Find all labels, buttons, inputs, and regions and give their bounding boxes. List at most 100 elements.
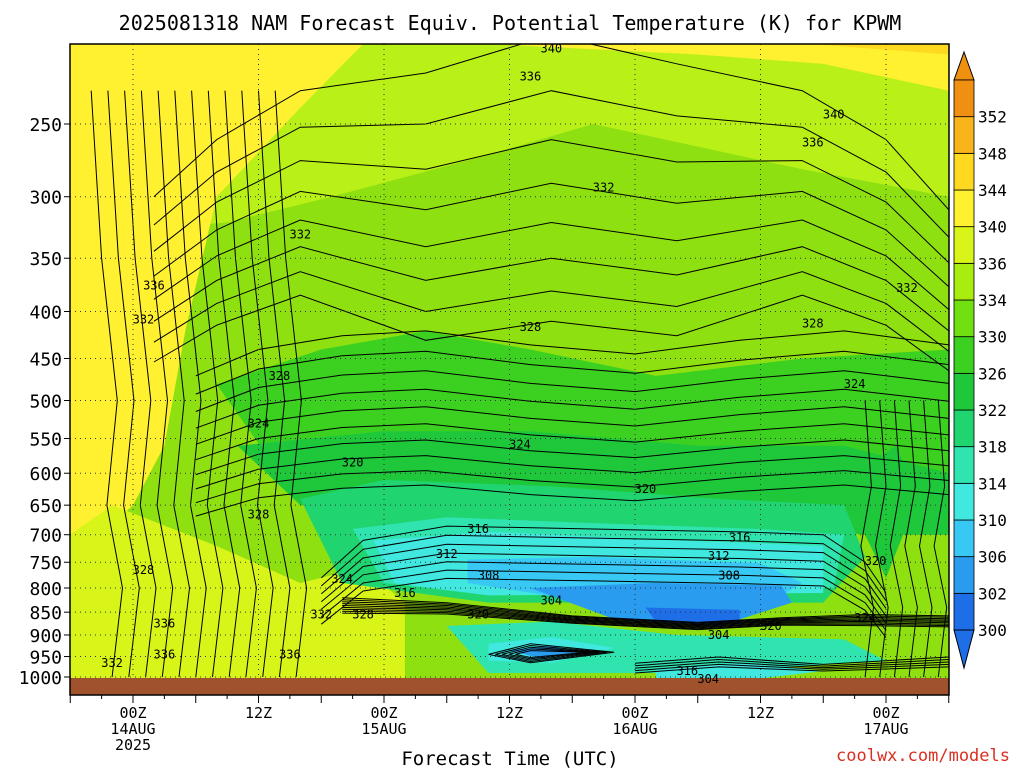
contour-line: [124, 90, 157, 678]
contour-line: [90, 90, 124, 678]
colorbar-label: 330: [978, 328, 1007, 347]
colorbar-swatch: [953, 152, 975, 191]
contour-label: 332: [133, 312, 155, 326]
contour-label: 328: [133, 563, 155, 577]
contour-line: [320, 534, 887, 601]
colorbar-label: 302: [978, 584, 1007, 603]
contour-line: [933, 400, 948, 678]
y-tick-label: 350: [29, 249, 62, 270]
colorbar-swatch: [953, 226, 975, 264]
colorbar-swatch: [953, 299, 975, 338]
contour-line: [207, 90, 241, 678]
colorbar-swatch: [953, 262, 975, 301]
colorbar-label: 326: [978, 364, 1007, 383]
contour-label: 328: [248, 507, 270, 521]
contour-line: [320, 569, 887, 631]
contour-line: [195, 406, 949, 445]
contour-label: 320: [865, 554, 887, 568]
colorbar-swatch: [953, 556, 975, 594]
contour-line: [904, 400, 918, 678]
footer-site-link[interactable]: coolwx.com/models: [836, 746, 1010, 766]
y-tick-label: 950: [29, 648, 62, 669]
colorbar-max-arrow: [953, 50, 975, 81]
colorbar-label: 352: [978, 108, 1007, 127]
contour-line: [195, 455, 949, 490]
colorbar-swatch: [953, 409, 975, 448]
contour-label: 332: [896, 281, 918, 295]
contour-label: 312: [436, 547, 458, 561]
y-tick-label: 800: [29, 579, 62, 600]
contour-line: [195, 350, 949, 395]
contour-line: [191, 90, 224, 678]
x-tick-label: 14AUG: [110, 720, 155, 738]
contour-line: [501, 646, 601, 661]
contour-label: 336: [802, 136, 824, 150]
x-tick-label: 00Z: [872, 704, 899, 722]
contour-line: [488, 643, 615, 664]
contour-label: 308: [718, 568, 740, 582]
x-axis-label: Forecast Time (UTC): [401, 748, 618, 768]
y-tick-label: 700: [29, 526, 62, 547]
y-tick-label: 850: [29, 603, 62, 624]
contour-label: 324: [248, 417, 270, 431]
contour-label: 328: [802, 316, 824, 330]
contour-line: [153, 271, 949, 352]
colorbar-label: 336: [978, 254, 1007, 273]
colorbar-label: 340: [978, 218, 1007, 237]
x-tick-label: 00Z: [119, 704, 146, 722]
contour-line: [508, 648, 595, 660]
theta-e-shading: [645, 607, 740, 624]
y-tick-label: 1000: [19, 668, 62, 689]
contour-line: [224, 90, 257, 678]
contour-label: 316: [394, 586, 416, 600]
x-tick-label: 16AUG: [612, 720, 657, 738]
contour-line: [153, 139, 949, 264]
contour-line: [342, 608, 949, 629]
contour-line: [153, 294, 949, 372]
theta-e-shading: [739, 44, 949, 55]
colorbar: 300 302 306 310 314 318 322 326 330 334 336 340 344 3…: [953, 50, 1007, 670]
y-tick-label: 300: [29, 188, 62, 209]
x-tick-label: 12Z: [747, 704, 774, 722]
contour-line: [153, 44, 949, 211]
contour-line: [320, 543, 887, 609]
colorbar-swatch: [953, 79, 975, 118]
y-tick-label: 900: [29, 626, 62, 647]
contour-label: 324: [509, 437, 531, 451]
contour-label: 316: [467, 522, 489, 536]
contour-line: [320, 561, 887, 624]
contour-label: 336: [154, 617, 176, 631]
contour-label: 332: [593, 180, 615, 194]
y-tick-label: 550: [29, 430, 62, 451]
colorbar-swatch: [953, 189, 975, 228]
contour-line: [153, 219, 949, 310]
colorbar-swatch: [953, 116, 975, 154]
contour-label: 320: [342, 455, 364, 469]
theta-e-shading: [488, 44, 949, 91]
colorbar-swatch: [953, 482, 975, 521]
colorbar-label: 334: [978, 291, 1007, 310]
contour-label: 328: [520, 320, 542, 334]
contour-line: [195, 484, 949, 517]
contour-line: [241, 90, 274, 678]
colorbar-label: 322: [978, 401, 1007, 420]
contour-line: [320, 577, 887, 638]
contour-label: 328: [352, 608, 374, 622]
contour-line: [342, 610, 949, 630]
contour-line: [140, 90, 174, 678]
contour-label: 336: [520, 70, 542, 84]
contour-line: [342, 612, 949, 631]
contour-label: 304: [697, 672, 719, 686]
contour-label: 308: [478, 568, 500, 582]
colorbar-min-arrow: [953, 629, 975, 670]
contour-line: [874, 400, 889, 678]
y-tick-label: 250: [29, 115, 62, 136]
contour-label: 332: [310, 608, 332, 622]
y-tick-label: 400: [29, 302, 62, 323]
contour-line: [174, 90, 207, 678]
contour-line: [274, 90, 308, 678]
contour-line: [889, 400, 904, 678]
x-tick-label: 15AUG: [361, 720, 406, 738]
contour-line: [153, 90, 949, 238]
colorbar-label: 348: [978, 144, 1007, 163]
